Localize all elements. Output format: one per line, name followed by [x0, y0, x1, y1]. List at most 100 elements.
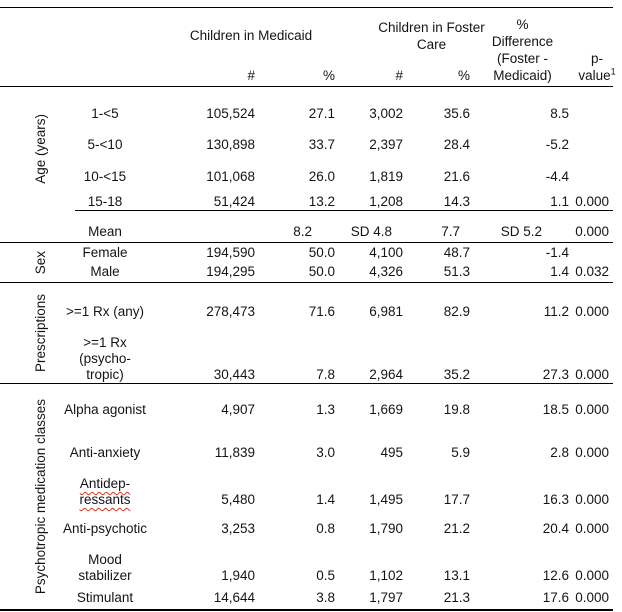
- medicaid-pct-cell: 1.4: [316, 492, 335, 507]
- section-label-cell: Age (years): [0, 87, 70, 210]
- medicaid-pct-cell: 27.1: [308, 106, 335, 121]
- row-label: >=1 Rx (psycho- tropic): [79, 335, 131, 382]
- row-label: Stimulant: [76, 589, 134, 605]
- section-mean: Mean 8.2 SD 4.8 7.7 SD 5.2 0.000: [0, 211, 622, 242]
- medicaid-count-cell: 278,473: [206, 304, 255, 319]
- medicaid-pct-cell: 50.0: [308, 244, 335, 260]
- foster-pct-cell: 14.3: [443, 193, 470, 209]
- foster-pct-cell: 5.9: [451, 445, 470, 460]
- section-psychotropic-classes: Psychotropic medication classes Alpha ag…: [0, 384, 622, 609]
- table-row: Female 194,590 50.0 4,100 48.7 -1.4: [70, 243, 622, 262]
- table-top-rule: [0, 7, 613, 8]
- section-sex: Sex Female 194,590 50.0 4,100 48.7 -1.4 …: [0, 243, 622, 282]
- foster-count-cell: 1,102: [369, 568, 403, 583]
- diff-cell: 1.4: [550, 264, 569, 279]
- foster-count-cell: 1,495: [369, 492, 403, 507]
- row-label: Anti-anxiety: [69, 445, 141, 460]
- medicaid-count-cell: 194,295: [206, 264, 255, 279]
- table-header: Children in Medicaid Children in Foster …: [0, 8, 622, 86]
- diff-cell: 12.6: [542, 568, 569, 583]
- section-rule: [0, 242, 613, 243]
- foster-pct-cell: 28.4: [443, 137, 470, 152]
- pvalue-cell: 0.032: [575, 264, 609, 279]
- pvalue-cell: 0.000: [575, 445, 609, 460]
- row-label: 1-<5: [91, 106, 119, 121]
- row-label: 15-18: [87, 193, 123, 209]
- foster-count-cell: 3,002: [369, 106, 403, 121]
- pvalue-cell: 0.000: [575, 402, 609, 417]
- pvalue-cell: 0.000: [575, 521, 609, 536]
- diff-cell: -1.4: [545, 244, 569, 260]
- medicaid-pct-cell: SD 4.8: [350, 224, 392, 239]
- section-label-cell: [0, 211, 70, 242]
- foster-pct-cell: 21.3: [443, 589, 470, 605]
- row-label: Mood stabilizer: [78, 552, 132, 583]
- diff-cell: 17.6: [542, 589, 569, 605]
- foster-count-cell: 1,208: [369, 193, 403, 209]
- pvalue-cell: 0.000: [575, 568, 609, 583]
- table-row: 15-18 51,424 13.2 1,208 14.3 1.1 0.000: [70, 193, 622, 210]
- column-group-foster-care: Children in Foster Care: [378, 20, 485, 52]
- medicaid-count-cell: 14,644: [213, 589, 255, 605]
- subcolumn-foster-count: #: [395, 68, 403, 83]
- diff-cell: 1.1: [550, 193, 569, 209]
- medicaid-pct-cell: 26.0: [308, 169, 335, 184]
- diff-cell: 2.8: [550, 445, 569, 460]
- subcolumn-medicaid-count: #: [247, 68, 255, 83]
- medicaid-count-cell: 3,253: [221, 521, 255, 536]
- pvalue-cell: 0.000: [575, 367, 609, 382]
- table-row: Anti-psychotic 3,253 0.8 1,790 21.2 20.4…: [63, 510, 622, 548]
- section-rule: [0, 383, 613, 384]
- foster-count-cell: 1,819: [369, 169, 403, 184]
- foster-pct-cell: 82.9: [443, 304, 470, 319]
- table-row: Mean 8.2 SD 4.8 7.7 SD 5.2 0.000: [70, 211, 622, 242]
- medicaid-pct-cell: 71.6: [308, 304, 335, 319]
- foster-count-cell: 4,100: [369, 244, 403, 260]
- foster-pct-cell: 17.7: [443, 492, 470, 507]
- medicaid-pct-cell: 33.7: [308, 137, 335, 152]
- foster-pct-cell: 35.6: [443, 106, 470, 121]
- medicaid-count-cell: 105,524: [206, 106, 255, 121]
- table-row: Anti-anxiety 11,839 3.0 495 5.9 2.8 0.00…: [70, 436, 622, 470]
- column-header-pvalue: p- value1: [572, 8, 622, 86]
- medicaid-count-cell: 4,907: [221, 402, 255, 417]
- table-bottom-rule: [0, 609, 613, 611]
- row-label: Female: [82, 244, 128, 260]
- section-label-cell: Prescriptions: [0, 283, 70, 383]
- column-group-medicaid: Children in Medicaid: [189, 28, 313, 43]
- medicaid-pct-cell: 3.0: [316, 445, 335, 460]
- pvalue-cell: 0.000: [575, 492, 609, 507]
- age-section-partial-rule: [75, 210, 613, 211]
- foster-count-cell: 1,790: [369, 521, 403, 536]
- pvalue-header-text: p- value: [578, 51, 611, 83]
- section-label-sex: Sex: [33, 250, 48, 275]
- foster-count-cell: 4,326: [369, 264, 403, 279]
- row-label: 5-<10: [87, 137, 123, 152]
- medicaid-count-cell: 101,068: [206, 169, 255, 184]
- pvalue-cell: 0.000: [575, 589, 609, 605]
- foster-pct-cell: 51.3: [443, 264, 470, 279]
- medicaid-pct-cell: 0.5: [316, 568, 335, 583]
- medicaid-count-cell: 1,940: [221, 568, 255, 583]
- foster-pct-cell: 21.6: [443, 169, 470, 184]
- medicaid-count-cell: 8.2: [293, 224, 312, 239]
- diff-cell: 27.3: [542, 367, 569, 382]
- medicaid-count-cell: 194,590: [206, 244, 255, 260]
- table-row: Male 194,295 50.0 4,326 51.3 1.4 0.032: [70, 262, 622, 282]
- medicaid-count-cell: 11,839: [214, 445, 255, 460]
- table-row: >=1 Rx (any) 278,473 71.6 6,981 82.9 11.…: [65, 289, 622, 335]
- row-label: >=1 Rx (any): [65, 304, 145, 319]
- diff-cell: 18.5: [542, 402, 569, 417]
- foster-count-cell: 1,669: [369, 402, 403, 417]
- table-row: Antidep- ressants 5,480 1.4 1,495 17.7 1…: [70, 470, 622, 510]
- section-label-prescriptions: Prescriptions: [33, 293, 48, 373]
- pvalue-cell: 0.000: [575, 224, 609, 239]
- foster-count-cell: 2,964: [369, 367, 403, 382]
- foster-pct-cell: 13.1: [443, 568, 470, 583]
- diff-cell: 8.5: [550, 106, 569, 121]
- medicaid-pct-cell: 50.0: [308, 264, 335, 279]
- column-header-pct-difference: % Difference (Foster - Medicaid): [491, 17, 554, 83]
- section-age: Age (years) 1-<5 105,524 27.1 3,002 35.6…: [0, 87, 622, 210]
- section-prescriptions: Prescriptions >=1 Rx (any) 278,473 71.6 …: [0, 283, 622, 383]
